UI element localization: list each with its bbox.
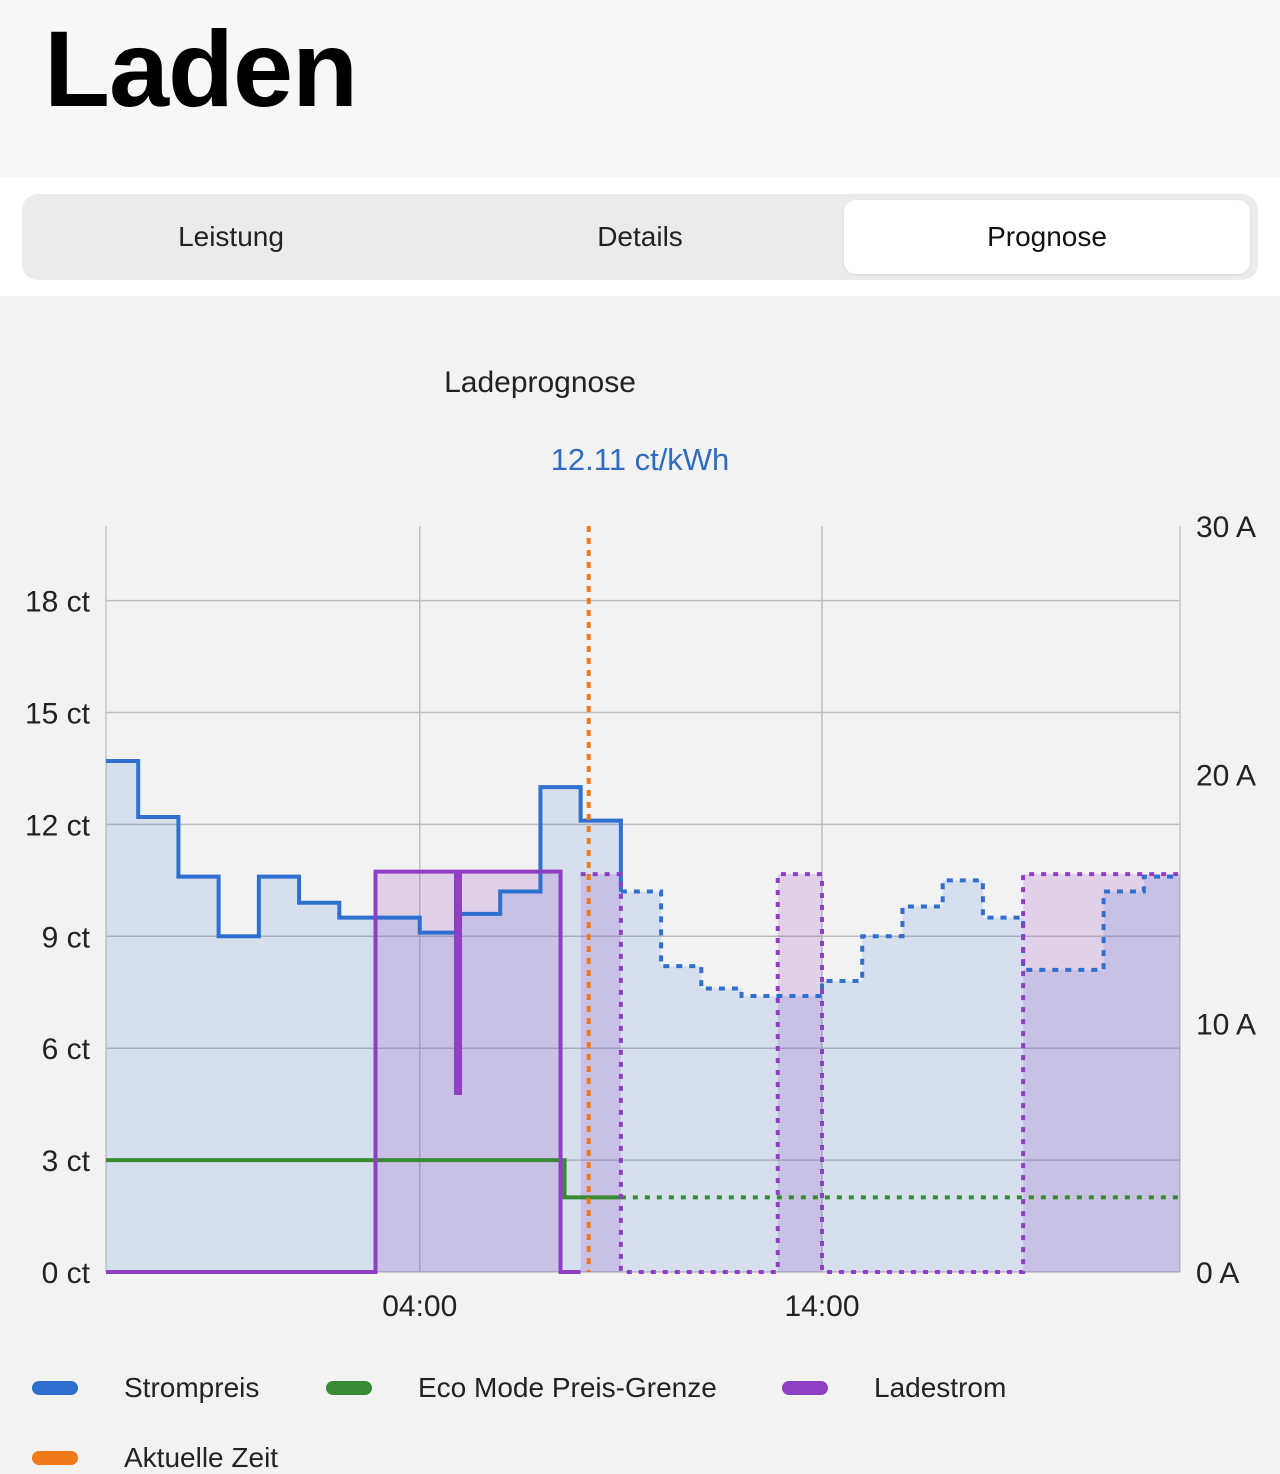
legend-item-strompreis[interactable]: Strompreis: [32, 1372, 259, 1404]
y-left-tick-label: 12 ct: [25, 809, 91, 842]
page-title: Laden: [44, 8, 358, 129]
strompreis-line-forecast: [620, 874, 1180, 998]
legend-swatch-strompreis: [32, 1381, 78, 1395]
y-left-tick-label: 15 ct: [25, 698, 91, 731]
legend-label: Aktuelle Zeit: [124, 1442, 279, 1473]
y-left-tick-label: 9 ct: [42, 921, 91, 954]
forecast-chart[interactable]: 0 ct 3 ct 6 ct 9 ct 12 ct 15 ct 18 ct 0 A 10 A 20…: [0, 296, 1280, 1326]
tab-leistung[interactable]: Leistung: [178, 221, 284, 252]
tab-prognose[interactable]: Prognose: [844, 200, 1250, 274]
eco-mode-line-actual: [106, 1158, 621, 1200]
header: Laden: [0, 0, 1280, 178]
y-left-tick-label: 0 ct: [42, 1257, 91, 1290]
chart-subtitle: 12.11 ct/kWh: [550, 442, 730, 477]
tab-bar: Leistung Details Prognose: [22, 194, 1258, 280]
legend-swatch-eco-mode: [326, 1381, 372, 1395]
legend-item-aktuelle-zeit[interactable]: Aktuelle Zeit: [32, 1442, 278, 1474]
tab-details[interactable]: Details: [597, 221, 683, 252]
legend-swatch-ladestrom: [782, 1381, 828, 1395]
x-tick-label: 04:00: [382, 1290, 457, 1323]
y-right-tick-label: 0 A: [1196, 1257, 1239, 1290]
legend-label: Ladestrom: [874, 1372, 1007, 1403]
y-right-tick-label: 10 A: [1196, 1008, 1256, 1041]
y-right-tick-label: 20 A: [1196, 760, 1256, 793]
legend-item-eco-mode[interactable]: Eco Mode Preis-Grenze: [326, 1372, 717, 1404]
tab-bar-container: Leistung Details Prognose: [0, 178, 1280, 296]
strompreis-line-actual: [106, 758, 623, 939]
forecast-chart-card: Ladeprognose 12.11 ct/kWh 0 ct 3 ct 6 ct 9 …: [0, 296, 1280, 1474]
y-left-tick-label: 6 ct: [42, 1033, 91, 1066]
legend-label: Strompreis: [124, 1372, 260, 1403]
ladestrom-area-forecast: [580, 874, 1180, 1272]
y-left-tick-label: 3 ct: [42, 1145, 91, 1178]
y-right-tick-label: 30 A: [1196, 511, 1256, 544]
y-left-tick-label: 18 ct: [25, 586, 91, 619]
legend-swatch-aktuelle-zeit: [32, 1451, 78, 1465]
chart-legend: Strompreis Eco Mode Preis-Grenze Ladestr…: [0, 1328, 1280, 1473]
ladestrom-line-actual: [106, 869, 581, 1274]
ladestrom-area-actual: [106, 871, 581, 1272]
legend-item-ladestrom[interactable]: Ladestrom: [782, 1372, 1006, 1404]
strompreis-area: [106, 760, 1180, 1272]
legend-label: Eco Mode Preis-Grenze: [418, 1372, 717, 1403]
chart-title: Ladeprognose: [444, 366, 636, 399]
x-tick-label: 14:00: [784, 1290, 859, 1323]
